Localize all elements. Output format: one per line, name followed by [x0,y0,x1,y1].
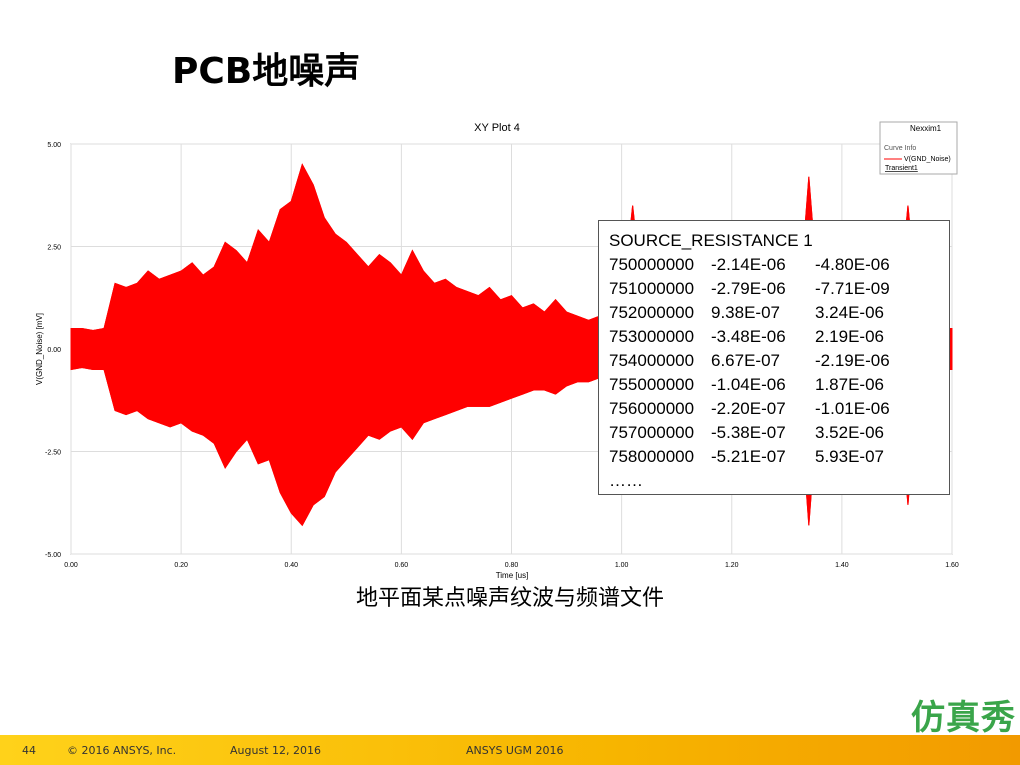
table-cell: -7.71E-09 [815,279,890,298]
table-cell: 752000000 [609,303,695,322]
table-cell: 3.52E-06 [815,423,884,442]
table-cell: -5.21E-07 [711,447,786,466]
table-cell: 754000000 [609,351,695,370]
x-tick-label: 1.40 [835,562,849,569]
table-cell: 2.19E-06 [815,327,884,346]
table-row: 757000000 -5.38E-07 3.52E-06 [609,421,939,445]
table-cell: -4.80E-06 [815,255,890,274]
table-cell: 6.67E-07 [711,351,780,370]
table-rows: 750000000 -2.14E-06 -4.80E-06 751000000 -2.7… [609,253,939,469]
caption: 地平面某点噪声纹波与频谱文件 [355,586,664,611]
footer: 44 © 2016 ANSYS, Inc. August 12, 2016 AN… [0,735,1020,765]
y-tick-label: 2.50 [47,245,61,252]
table-title: SOURCE_RESISTANCE 1 [609,231,813,250]
table-cell: -1.01E-06 [815,399,890,418]
x-tick-label: 1.60 [945,562,959,569]
x-tick-label: 0.40 [284,562,298,569]
table-row: 758000000 -5.21E-07 5.93E-07 [609,445,939,469]
x-tick-label: 0.80 [505,562,519,569]
table-row: 753000000 -3.48E-06 2.19E-06 [609,325,939,349]
table-cell: -1.04E-06 [711,375,786,394]
table-cell: 1.87E-06 [815,375,884,394]
table-cell: 5.93E-07 [815,447,884,466]
legend-title: Nexxim1 [910,124,942,133]
table-cell: 750000000 [609,255,695,274]
x-axis-label: Time [us] [496,571,529,580]
y-tick-label: -5.00 [45,552,61,559]
page-number: 44 [22,744,36,757]
table-ellipsis: …… [609,471,643,490]
table-cell: 9.38E-07 [711,303,780,322]
date: August 12, 2016 [230,744,321,757]
table-cell: -3.48E-06 [711,327,786,346]
table-row: 750000000 -2.14E-06 -4.80E-06 [609,253,939,277]
table-cell: 753000000 [609,327,695,346]
table-cell: 756000000 [609,399,695,418]
legend-subtitle: Curve Info [884,145,916,152]
table-cell: -2.14E-06 [711,255,786,274]
y-tick-label: 0.00 [47,347,61,354]
data-text-box: SOURCE_RESISTANCE 1 750000000 -2.14E-06 -4… [598,220,950,495]
x-tick-label: 0.60 [395,562,409,569]
y-axis-label: V(GND_Noise) [mV] [35,313,44,385]
x-tick-label: 1.20 [725,562,739,569]
table-cell: 758000000 [609,447,695,466]
table-cell: 757000000 [609,423,695,442]
y-tick-label: -2.50 [45,450,61,457]
table-cell: -2.20E-07 [711,399,786,418]
table-row: 754000000 6.67E-07 -2.19E-06 [609,349,939,373]
x-tick-label: 1.00 [615,562,629,569]
legend-entry: V(GND_Noise) [904,156,951,163]
table-cell: 3.24E-06 [815,303,884,322]
table-row: 755000000 -1.04E-06 1.87E-06 [609,373,939,397]
logo: 仿真秀 [911,698,1016,738]
x-tick-label: 0.00 [64,562,78,569]
slide-title: PCB地噪声 [172,51,361,92]
table-cell: -2.79E-06 [711,279,786,298]
table-row: 752000000 9.38E-07 3.24E-06 [609,301,939,325]
legend-solution: Transient1 [885,165,918,172]
table-row: 756000000 -2.20E-07 -1.01E-06 [609,397,939,421]
x-tick-label: 0.20 [174,562,188,569]
table-cell: 751000000 [609,279,695,298]
chart-title: XY Plot 4 [474,122,520,134]
y-tick-label: 5.00 [47,142,61,149]
table-row: 751000000 -2.79E-06 -7.71E-09 [609,277,939,301]
event: ANSYS UGM 2016 [466,744,564,757]
table-cell: -5.38E-07 [711,423,786,442]
copyright: © 2016 ANSYS, Inc. [67,744,177,757]
legend-box [879,121,958,175]
table-cell: -2.19E-06 [815,351,890,370]
table-cell: 755000000 [609,375,695,394]
